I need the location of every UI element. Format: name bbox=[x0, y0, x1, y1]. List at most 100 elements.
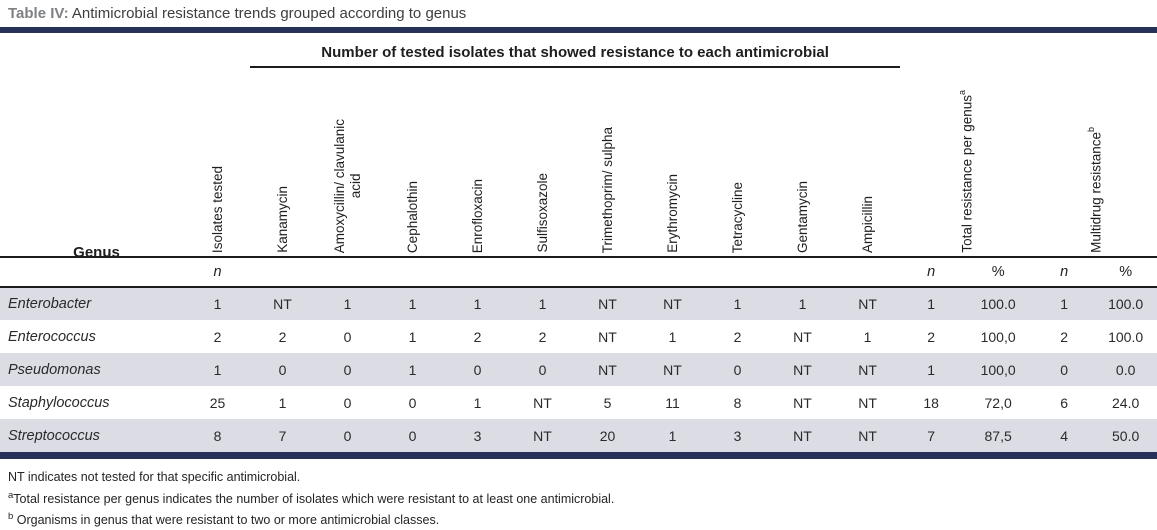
cell: 0 bbox=[473, 361, 482, 378]
cell: 1 bbox=[343, 296, 352, 312]
cell: 1 bbox=[278, 394, 287, 411]
footnote-marker-a: a bbox=[957, 90, 968, 96]
col-header-kanamycin: Kanamycin bbox=[274, 186, 290, 253]
cell: NT bbox=[793, 361, 812, 378]
cell: 11 bbox=[665, 394, 680, 411]
span-header-spacer-left bbox=[0, 33, 250, 67]
cell: 1 bbox=[733, 296, 742, 312]
cell: NT bbox=[858, 361, 877, 378]
col-header-gentamycin: Gentamycin bbox=[794, 180, 810, 253]
cell: 1 bbox=[863, 328, 872, 345]
cell: 2 bbox=[213, 328, 222, 345]
span-header: Number of tested isolates that showed re… bbox=[250, 33, 901, 68]
cell: 0 bbox=[408, 427, 417, 444]
col-header-sulfisoxazole: Sulfisoxazole bbox=[534, 173, 550, 253]
cell: 0 bbox=[343, 328, 352, 345]
cell: NT bbox=[663, 361, 682, 378]
cell: 0 bbox=[343, 361, 352, 378]
col-header-cephalothin: Cephalothin bbox=[404, 180, 420, 253]
genus-cell: Enterobacter bbox=[8, 296, 92, 312]
subheader-isolates-n: n bbox=[185, 256, 250, 288]
cell: 2 bbox=[927, 328, 936, 345]
cell: 50.0 bbox=[1112, 427, 1140, 444]
column-header-row: Genus Isolates tested Kanamycin Amoxycil… bbox=[0, 67, 1157, 261]
cell: 1 bbox=[408, 296, 417, 312]
table-row-staphylococcus: Staphylococcus 25 1 0 0 1 NT 5 11 8 NT N… bbox=[0, 386, 1157, 419]
cell: 1 bbox=[668, 427, 677, 444]
subheader-row: n n % n % bbox=[0, 256, 1157, 288]
cell: 1 bbox=[798, 296, 807, 312]
cell: 3 bbox=[473, 427, 482, 444]
cell: 0 bbox=[1060, 361, 1069, 378]
cell: 100.0 bbox=[1108, 296, 1144, 312]
cell: 0 bbox=[733, 361, 742, 378]
col-header-erythromycin: Erythromycin bbox=[664, 174, 680, 253]
subheader-total-n: n bbox=[900, 256, 963, 288]
cell: 1 bbox=[213, 361, 222, 378]
table-row-enterobacter: Enterobacter 1 NT 1 1 1 1 NT NT 1 1 NT 1… bbox=[0, 287, 1157, 320]
cell: 1 bbox=[668, 328, 677, 345]
genus-cell: Streptococcus bbox=[8, 427, 100, 444]
table-row-streptococcus: Streptococcus 8 7 0 0 3 NT 20 1 3 NT NT … bbox=[0, 419, 1157, 452]
col-header-genus: Genus bbox=[73, 244, 120, 261]
cell: 5 bbox=[603, 394, 612, 411]
cell: 1 bbox=[927, 296, 936, 312]
cell: NT bbox=[858, 394, 877, 411]
cell: NT bbox=[598, 328, 617, 345]
col-header-ampicillin: Ampicillin bbox=[859, 195, 875, 253]
cell: 0 bbox=[408, 394, 417, 411]
resistance-table: Number of tested isolates that showed re… bbox=[0, 33, 1157, 452]
cell: 100,0 bbox=[980, 361, 1016, 378]
cell: NT bbox=[793, 394, 812, 411]
cell: 8 bbox=[213, 427, 222, 444]
col-header-amoxycillin-clavulanic-acid: Amoxycillin/ clavulanic acid bbox=[331, 118, 363, 253]
genus-cell: Enterococcus bbox=[8, 328, 96, 345]
col-header-enrofloxacin: Enrofloxacin bbox=[469, 178, 485, 253]
cell: 2 bbox=[733, 328, 742, 345]
subheader-mdr-pct: % bbox=[1094, 256, 1157, 288]
cell: 4 bbox=[1060, 427, 1069, 444]
cell: 8 bbox=[733, 394, 742, 411]
cell: 7 bbox=[278, 427, 287, 444]
footnote-marker-b: b bbox=[1085, 127, 1096, 133]
cell: NT bbox=[533, 394, 552, 411]
cell: 87,5 bbox=[984, 427, 1012, 444]
cell: 0 bbox=[278, 361, 287, 378]
cell: 1 bbox=[408, 328, 417, 345]
cell: 100.0 bbox=[980, 296, 1016, 312]
cell: NT bbox=[598, 296, 617, 312]
cell: 6 bbox=[1060, 394, 1069, 411]
cell: 72,0 bbox=[984, 394, 1012, 411]
page-title: Table IV: Antimicrobial resistance trend… bbox=[0, 0, 1157, 23]
col-header-tetracycline: Tetracycline bbox=[729, 181, 745, 253]
cell: NT bbox=[598, 361, 617, 378]
cell: 18 bbox=[923, 394, 939, 411]
footnotes: NT indicates not tested for that specifi… bbox=[0, 459, 1157, 530]
cell: 24.0 bbox=[1112, 394, 1140, 411]
cell: 0 bbox=[538, 361, 547, 378]
cell: 0 bbox=[343, 394, 352, 411]
footnote-b: b Organisms in genus that were resistant… bbox=[8, 511, 440, 528]
cell: 2 bbox=[473, 328, 482, 345]
cell: NT bbox=[793, 427, 812, 444]
col-header-isolates-tested: Isolates tested bbox=[209, 165, 225, 253]
span-header-row: Number of tested isolates that showed re… bbox=[0, 33, 1157, 68]
cell: NT bbox=[858, 296, 877, 312]
cell: 2 bbox=[1060, 328, 1069, 345]
cell: NT bbox=[533, 427, 552, 444]
cell: 1 bbox=[1060, 296, 1069, 312]
col-header-multidrug-resistance: Multidrug resistanceb bbox=[1085, 127, 1104, 253]
cell: 2 bbox=[538, 328, 547, 345]
cell: NT bbox=[793, 328, 812, 345]
subheader-total-pct: % bbox=[962, 256, 1035, 288]
cell: 3 bbox=[733, 427, 742, 444]
cell: 1 bbox=[538, 296, 547, 312]
cell: NT bbox=[663, 296, 682, 312]
cell: 1 bbox=[473, 296, 482, 312]
footnote-a: aTotal resistance per genus indicates th… bbox=[8, 489, 615, 506]
table-row-enterococcus: Enterococcus 2 2 0 1 2 2 NT 1 2 NT 1 2 1… bbox=[0, 320, 1157, 353]
table-number-label: Table IV: bbox=[8, 5, 69, 22]
subheader-mdr-n: n bbox=[1034, 256, 1095, 288]
col-header-total-resistance: Total resistance per genusa bbox=[957, 90, 975, 253]
cell: 25 bbox=[209, 394, 226, 411]
